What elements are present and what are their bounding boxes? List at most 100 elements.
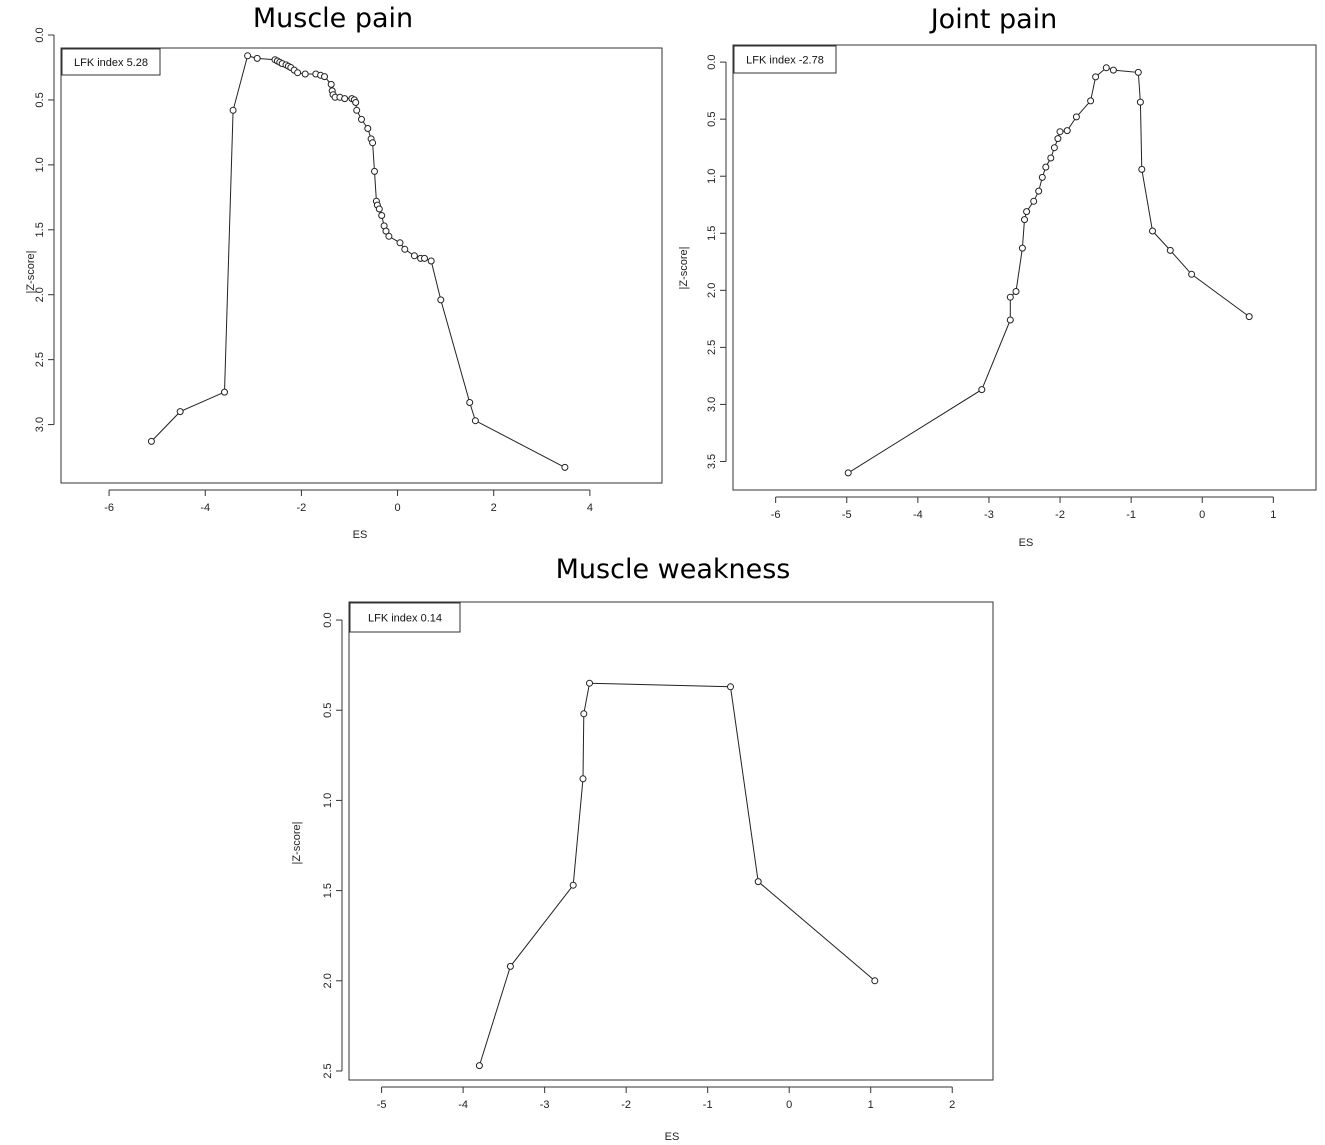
y-tick-label: 0.0 bbox=[322, 612, 334, 627]
data-point bbox=[1012, 288, 1020, 295]
data-point bbox=[1092, 73, 1100, 81]
data-point bbox=[294, 69, 302, 77]
legend-text: LFK index 5.28 bbox=[74, 57, 148, 69]
data-point bbox=[586, 679, 593, 687]
x-tick-label: -2 bbox=[1055, 509, 1065, 521]
x-tick-label: -4 bbox=[200, 502, 210, 514]
data-point bbox=[244, 52, 252, 60]
y-tick-label: 3.5 bbox=[706, 454, 718, 469]
x-tick-label: -1 bbox=[703, 1099, 713, 1111]
data-point bbox=[1188, 270, 1196, 278]
x-tick-label: 1 bbox=[868, 1099, 874, 1111]
data-point bbox=[427, 257, 435, 265]
data-point bbox=[1109, 66, 1117, 74]
x-tick-label: 0 bbox=[394, 502, 400, 514]
x-tick-label: 2 bbox=[491, 502, 497, 514]
data-point bbox=[1056, 128, 1064, 136]
series-line bbox=[151, 55, 566, 468]
data-point bbox=[1072, 113, 1080, 121]
y-tick-label: 2.5 bbox=[322, 1063, 334, 1078]
data-point bbox=[371, 167, 378, 175]
data-point bbox=[1006, 293, 1014, 301]
series-line bbox=[847, 67, 1250, 474]
y-tick-label: 2.0 bbox=[34, 287, 46, 302]
y-tick-label: 1.5 bbox=[322, 883, 334, 898]
y-tick-label: 1.5 bbox=[34, 222, 46, 237]
data-point bbox=[1136, 98, 1144, 106]
data-point bbox=[1166, 246, 1174, 254]
data-point bbox=[378, 212, 386, 219]
data-point bbox=[401, 245, 409, 253]
data-point bbox=[1134, 68, 1142, 76]
data-point bbox=[871, 977, 879, 985]
data-point bbox=[1063, 127, 1071, 135]
data-point bbox=[229, 106, 237, 114]
data-point bbox=[301, 70, 309, 78]
data-point bbox=[466, 399, 474, 406]
data-point bbox=[569, 881, 577, 889]
data-point bbox=[396, 239, 404, 247]
data-point bbox=[364, 125, 372, 132]
y-tick-label: 2.0 bbox=[322, 973, 334, 988]
y-tick-label: 1.0 bbox=[34, 157, 46, 172]
data-point bbox=[580, 710, 588, 718]
data-point bbox=[221, 388, 228, 396]
legend-text: LFK index -2.78 bbox=[746, 55, 824, 67]
data-point bbox=[1035, 187, 1043, 195]
plot-frame bbox=[348, 601, 994, 1081]
data-point bbox=[1018, 244, 1026, 252]
panel-3: Muscle weakness -5 -4 -3 -2 -1 0 1 2 0.0 0.5 1.0 1.5… bbox=[291, 554, 994, 1143]
data-point bbox=[1149, 227, 1156, 235]
y-tick-label: 0.5 bbox=[322, 703, 334, 718]
x-tick-label: -3 bbox=[540, 1099, 550, 1111]
data-point bbox=[385, 232, 393, 240]
data-point bbox=[353, 106, 361, 114]
x-tick-label: -6 bbox=[771, 509, 781, 521]
x-tick-label: 0 bbox=[786, 1099, 792, 1111]
data-point bbox=[176, 408, 184, 416]
data-point bbox=[421, 254, 428, 262]
y-tick-label: 2.5 bbox=[706, 340, 718, 355]
y-tick-label: 0.5 bbox=[34, 92, 46, 107]
x-tick-label: -4 bbox=[458, 1099, 468, 1111]
data-point bbox=[978, 386, 986, 394]
y-axis-label: |Z-score| bbox=[678, 247, 690, 290]
y-tick-label: 1.0 bbox=[706, 169, 718, 184]
y-tick-label: 1.5 bbox=[706, 226, 718, 241]
data-point bbox=[1245, 313, 1253, 321]
data-point bbox=[1138, 165, 1146, 173]
data-point bbox=[321, 73, 328, 81]
data-point bbox=[253, 54, 261, 62]
x-axis-label: ES bbox=[353, 529, 368, 541]
data-point bbox=[844, 469, 852, 477]
x-tick-label: 4 bbox=[587, 502, 593, 514]
x-tick-label: -3 bbox=[984, 509, 994, 521]
x-tick-label: 2 bbox=[949, 1099, 955, 1111]
y-tick-label: 2.0 bbox=[706, 283, 718, 298]
chart-title: Muscle pain bbox=[253, 3, 413, 34]
series-line bbox=[478, 682, 876, 1066]
data-point bbox=[1050, 144, 1058, 152]
y-axis-label: |Z-score| bbox=[291, 822, 303, 865]
x-tick-label: -5 bbox=[842, 509, 852, 521]
y-axis-label: |Z-score| bbox=[25, 251, 37, 294]
y-tick-label: 2.5 bbox=[34, 352, 46, 367]
data-point bbox=[410, 252, 418, 260]
x-tick-label: -5 bbox=[377, 1099, 387, 1111]
data-point bbox=[358, 115, 365, 123]
data-point bbox=[327, 80, 335, 88]
y-tick-label: 0.0 bbox=[34, 27, 46, 42]
data-point bbox=[1102, 64, 1110, 72]
panel-1: Muscle pain -6 -4 -2 0 2 4 0.0 0.5 1.0 1.5 2.0 2.5 3.… bbox=[25, 3, 663, 541]
legend-box bbox=[733, 45, 837, 74]
plot-frame bbox=[732, 44, 1317, 491]
x-tick-label: -2 bbox=[621, 1099, 631, 1111]
x-tick-label: -1 bbox=[1126, 509, 1136, 521]
data-point bbox=[1006, 316, 1014, 324]
data-point bbox=[341, 95, 349, 103]
data-point bbox=[352, 99, 360, 106]
data-point bbox=[1030, 197, 1038, 205]
data-point bbox=[506, 962, 514, 970]
x-tick-label: 0 bbox=[1199, 509, 1205, 521]
